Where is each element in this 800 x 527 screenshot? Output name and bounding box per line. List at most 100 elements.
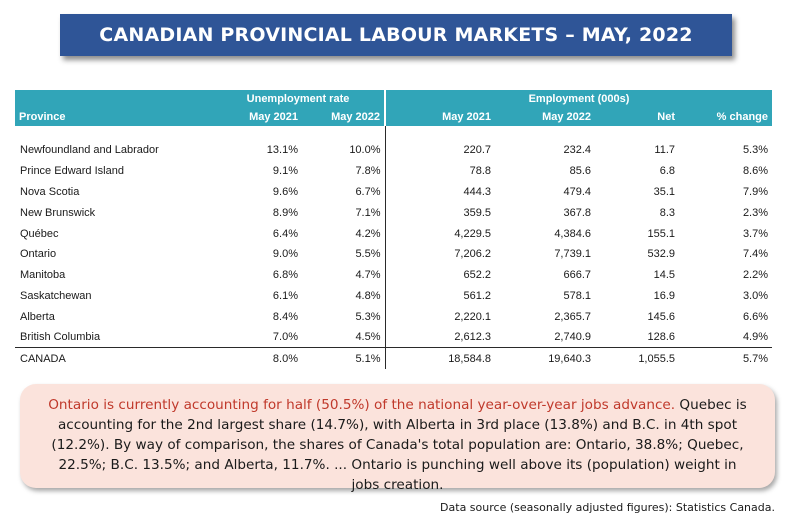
cell-unemployment-may-2021: 6.8%: [272, 269, 298, 282]
table-row: Québec 6.4% 4.2% 4,229.5 4,384.6 155.1 3.7%: [15, 223, 772, 244]
cell-net: 14.5: [653, 269, 676, 282]
cell-percent-change: 7.4%: [742, 248, 769, 261]
commentary-body: Quebec is accounting for the 2nd largest…: [51, 397, 747, 493]
cell-province: Saskatchewan: [20, 289, 92, 302]
cell-province: Ontario: [20, 248, 57, 261]
table-row: Nova Scotia 9.6% 6.7% 444.3 479.4 35.1 7.9%: [15, 181, 772, 203]
cell-unemployment-may-2021: 9.0%: [272, 248, 298, 261]
cell-employment-may-2022: 85.6: [569, 165, 592, 178]
cell-percent-change: 7.9%: [742, 185, 769, 198]
cell-employment-may-2021: 652.2: [384, 264, 496, 286]
cell-employment-may-2022: 666.7: [563, 269, 592, 282]
cell-unemployment-may-2022: 10.0%: [349, 144, 381, 157]
column-header-unemployment-may-2022: May 2022: [302, 108, 386, 126]
cell-unemployment-may-2022: 4.2%: [355, 227, 381, 240]
cell-net: 128.6: [647, 331, 676, 344]
cell-unemployment-may-2021: 8.0%: [212, 347, 302, 369]
cell-province: Québec: [20, 227, 59, 240]
table-row: Ontario 9.0% 5.5% 7,206.2 7,739.1 532.9 7.4%: [15, 243, 772, 265]
table-row: Manitoba 6.8% 4.7% 652.2 666.7 14.5 2.2%: [15, 264, 772, 286]
cell-employment-may-2022: 19,640.3: [495, 347, 596, 369]
table-row: New Brunswick 8.9% 7.1% 359.5 367.8 8.3 2.3%: [15, 202, 772, 224]
cell-employment-may-2021: 561.2: [384, 285, 496, 307]
page-title: CANADIAN PROVINCIAL LABOUR MARKETS – MAY…: [60, 14, 732, 56]
header-group-employment: Employment (000s): [384, 90, 773, 108]
column-header-employment-may-2021: May 2021: [384, 108, 496, 126]
cell-unemployment-may-2021: 9.1%: [272, 165, 298, 178]
table-row: Prince Edward Island 9.1% 7.8% 78.8 85.6 6.8 8…: [15, 160, 772, 182]
cell-unemployment-may-2022: 5.5%: [355, 248, 381, 261]
cell-percent-change: 3.7%: [742, 227, 769, 240]
cell-percent-change: 2.3%: [742, 206, 769, 219]
commentary-box: Ontario is currently accounting for half…: [20, 384, 775, 493]
cell-employment-may-2022: 578.1: [563, 289, 592, 302]
cell-net: 145.6: [647, 310, 676, 323]
column-header-percent-change: % change: [679, 108, 773, 126]
cell-province: British Columbia: [20, 331, 101, 344]
cell-net: 35.1: [653, 185, 676, 198]
cell-province: CANADA: [15, 347, 212, 369]
cell-unemployment-may-2021: 13.1%: [266, 144, 298, 157]
cell-employment-may-2021: 359.5: [384, 202, 496, 224]
total-row: CANADA 8.0% 5.1% 18,584.8 19,640.3 1,055.5 5.7…: [15, 347, 773, 369]
cell-net: 1,055.5: [595, 347, 680, 369]
cell-employment-may-2021: 78.8: [384, 160, 496, 182]
header-group-unemployment: Unemployment rate: [212, 90, 386, 108]
cell-employment-may-2022: 2,365.7: [554, 310, 592, 323]
column-header-employment-may-2022: May 2022: [495, 108, 596, 126]
cell-percent-change: 3.0%: [742, 289, 769, 302]
cell-unemployment-may-2021: 9.6%: [272, 185, 298, 198]
data-source-note: Data source (seasonally adjusted figures…: [440, 501, 775, 514]
cell-net: 6.8: [659, 165, 676, 178]
commentary-highlight: Ontario is currently accounting for half…: [48, 397, 676, 413]
cell-unemployment-may-2022: 4.7%: [355, 269, 381, 282]
table-row: Newfoundland and Labrador 13.1% 10.0% 220.7…: [15, 140, 772, 161]
column-header-unemployment-may-2021: May 2021: [212, 108, 302, 126]
column-header-net: Net: [595, 108, 680, 126]
cell-unemployment-may-2021: 6.1%: [272, 289, 298, 302]
cell-employment-may-2021: 18,584.8: [384, 347, 496, 369]
cell-unemployment-may-2021: 8.9%: [272, 206, 298, 219]
cell-percent-change: 5.3%: [742, 144, 769, 157]
cell-province: Manitoba: [20, 269, 66, 282]
column-header-province: Province: [15, 108, 212, 126]
cell-province: Prince Edward Island: [20, 165, 124, 178]
cell-unemployment-may-2022: 4.5%: [355, 331, 381, 344]
cell-net: 11.7: [654, 144, 676, 157]
cell-employment-may-2021: 7,206.2: [384, 243, 496, 265]
cell-net: 155.1: [647, 227, 676, 240]
cell-employment-may-2022: 7,739.1: [554, 248, 592, 261]
cell-unemployment-may-2022: 5.3%: [355, 310, 381, 323]
cell-net: 16.9: [653, 289, 676, 302]
table-row: Alberta 8.4% 5.3% 2,220.1 2,365.7 145.6 6.6%: [15, 306, 772, 328]
cell-employment-may-2021: 220.7: [384, 140, 496, 161]
cell-unemployment-may-2022: 7.8%: [355, 165, 381, 178]
cell-unemployment-may-2021: 7.0%: [272, 331, 298, 344]
labour-market-table-container: Unemployment rate Employment (000s) Prov…: [15, 90, 773, 369]
labour-market-table: Unemployment rate Employment (000s) Prov…: [15, 90, 773, 369]
cell-employment-may-2022: 4,384.6: [554, 227, 592, 240]
cell-unemployment-may-2022: 4.8%: [355, 289, 381, 302]
table-row: Saskatchewan 6.1% 4.8% 561.2 578.1 16.9 3.0%: [15, 285, 772, 307]
cell-unemployment-may-2022: 7.1%: [355, 206, 381, 219]
cell-net: 8.3: [659, 206, 676, 219]
cell-percent-change: 5.7%: [679, 347, 773, 369]
table-row: British Columbia 7.0% 4.5% 2,612.3 2,740.9 12…: [15, 327, 772, 348]
cell-province: Alberta: [20, 310, 55, 323]
header-blank-cell: [15, 90, 212, 108]
cell-employment-may-2021: 2,612.3: [384, 327, 496, 348]
cell-employment-may-2021: 444.3: [384, 181, 496, 203]
cell-percent-change: 4.9%: [742, 331, 769, 344]
cell-percent-change: 6.6%: [742, 310, 769, 323]
cell-employment-may-2021: 2,220.1: [384, 306, 496, 328]
cell-unemployment-may-2022: 5.1%: [302, 347, 386, 369]
cell-percent-change: 2.2%: [742, 269, 769, 282]
cell-province: Nova Scotia: [20, 185, 80, 198]
cell-employment-may-2022: 367.8: [563, 206, 592, 219]
cell-employment-may-2022: 2,740.9: [554, 331, 592, 344]
cell-percent-change: 8.6%: [742, 165, 769, 178]
cell-employment-may-2021: 4,229.5: [384, 223, 496, 244]
cell-unemployment-may-2021: 6.4%: [272, 227, 298, 240]
cell-province: Newfoundland and Labrador: [20, 144, 159, 157]
table-body: Newfoundland and Labrador 13.1% 10.0% 220.7…: [15, 126, 773, 369]
